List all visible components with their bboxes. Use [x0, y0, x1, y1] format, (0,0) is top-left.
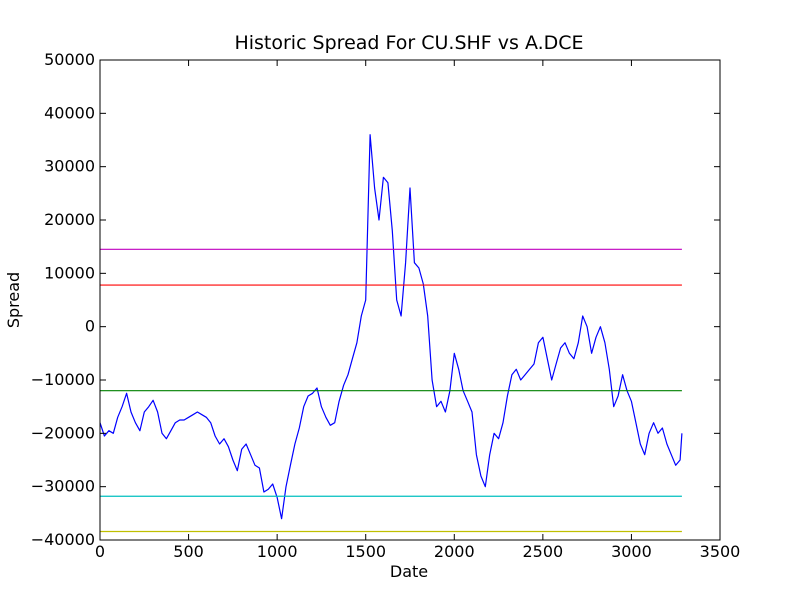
y-tick-label: 10000 — [44, 263, 95, 282]
plot-frame — [99, 59, 721, 541]
y-tick-label: 20000 — [44, 210, 95, 229]
y-tick-label: −40000 — [31, 530, 95, 549]
axis-ticks: 0 500 1000 1500 2000 2500 3000 3500 −40000 −30000… — [31, 50, 741, 561]
x-tick-label: 2000 — [434, 542, 475, 561]
chart-title: Historic Spread For CU.SHF vs A.DCE — [234, 32, 583, 54]
x-tick-label: 2500 — [522, 542, 563, 561]
x-axis-label: Date — [390, 562, 428, 581]
x-tick-label: 1000 — [257, 542, 298, 561]
y-tick-label: 50000 — [44, 50, 95, 69]
spread-series-line — [99, 134, 683, 520]
y-axis-label: Spread — [4, 272, 23, 328]
y-tick-label: −10000 — [31, 370, 95, 389]
x-tick-label: 0 — [95, 542, 105, 561]
plot-area — [99, 134, 683, 533]
x-tick-label: 3500 — [700, 542, 741, 561]
x-tick-label: 500 — [173, 542, 204, 561]
x-tick-label: 1500 — [345, 542, 386, 561]
y-tick-label: 0 — [85, 317, 95, 336]
y-tick-label: 40000 — [44, 103, 95, 122]
y-tick-label: −20000 — [31, 423, 95, 442]
y-tick-label: 30000 — [44, 157, 95, 176]
y-tick-label: −30000 — [31, 477, 95, 496]
x-tick-label: 3000 — [611, 542, 652, 561]
